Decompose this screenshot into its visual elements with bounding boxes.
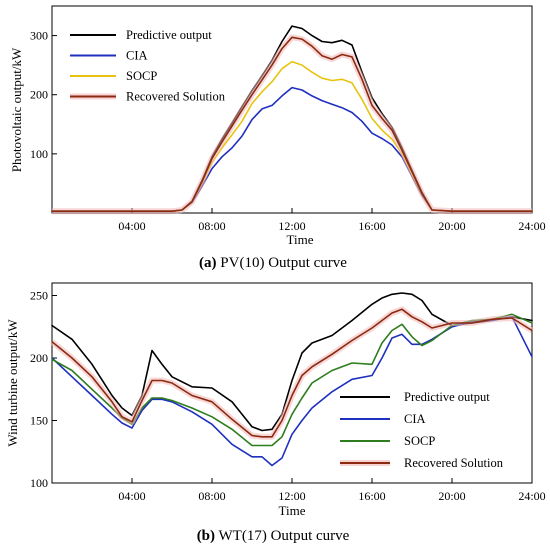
y-tick-label: 150 [30,414,48,428]
x-tick-label: 12:00 [278,489,305,503]
legend-b: Predictive output CIA SOCP Recovered Soluti… [340,390,504,470]
x-tick-label: 08:00 [198,489,225,503]
series-line-cia [51,315,533,467]
caption-b: (b) WT(17) Output curve [197,528,350,544]
x-tick-label: 04:00 [118,219,145,233]
legend-label: SOCP [404,434,435,448]
series-a [51,25,533,215]
x-tick-label: 24:00 [518,219,545,233]
series-line-recovered-solution [51,36,533,212]
y-ticks-b: 100 150 200 250 [30,289,57,490]
y-tick-label: 100 [30,476,48,490]
legend-label: Recovered Solution [126,90,226,104]
legend-label: SOCP [126,69,157,83]
x-axis-label-a: Time [287,232,314,247]
legend-label: CIA [404,412,426,426]
x-tick-label: 16:00 [358,489,385,503]
legend-a: Predictive output CIA SOCP Recovered Soluti… [70,28,226,104]
x-tick-label: 20:00 [438,489,465,503]
series-line-predictive-output [51,25,533,212]
caption-a: (a) PV(10) Output curve [199,255,347,271]
y-tick-label: 250 [30,289,48,303]
series-halo [52,34,532,215]
x-tick-label: 08:00 [198,219,225,233]
x-tick-label: 20:00 [438,219,465,233]
y-axis-label-b: Wind turbine output/kW [5,319,20,447]
y-axis-label-a: Photovoltaic output/kW [9,47,24,172]
x-axis-label-b: Time [279,503,306,518]
series-b [50,292,534,467]
x-tick-label: 12:00 [278,219,305,233]
y-tick-label: 300 [30,29,48,43]
series-line-socp [51,60,533,212]
series-line-cia [51,86,533,212]
y-tick-label: 200 [30,88,48,102]
legend-label: Recovered Solution [404,456,504,470]
y-ticks-a: 100 200 300 [30,29,57,161]
series-line-recovered-solution [51,308,533,438]
x-tick-label: 04:00 [118,489,145,503]
legend-label: CIA [126,49,148,63]
y-tick-label: 100 [30,147,48,161]
series-line-predictive-output [51,292,533,432]
y-tick-label: 200 [30,351,48,365]
legend-label: Predictive output [404,390,490,404]
x-tick-label: 24:00 [518,489,545,503]
x-ticks-b: 04:00 08:00 12:00 16:00 20:00 24:00 [118,478,546,503]
x-tick-label: 16:00 [358,219,385,233]
panel-b: 04:00 08:00 12:00 16:00 20:00 24:00 100 150 200… [5,282,546,544]
legend-label: Predictive output [126,28,212,42]
panel-a: 04:00 08:00 12:00 16:00 20:00 24:00 100 200 300… [9,5,546,271]
